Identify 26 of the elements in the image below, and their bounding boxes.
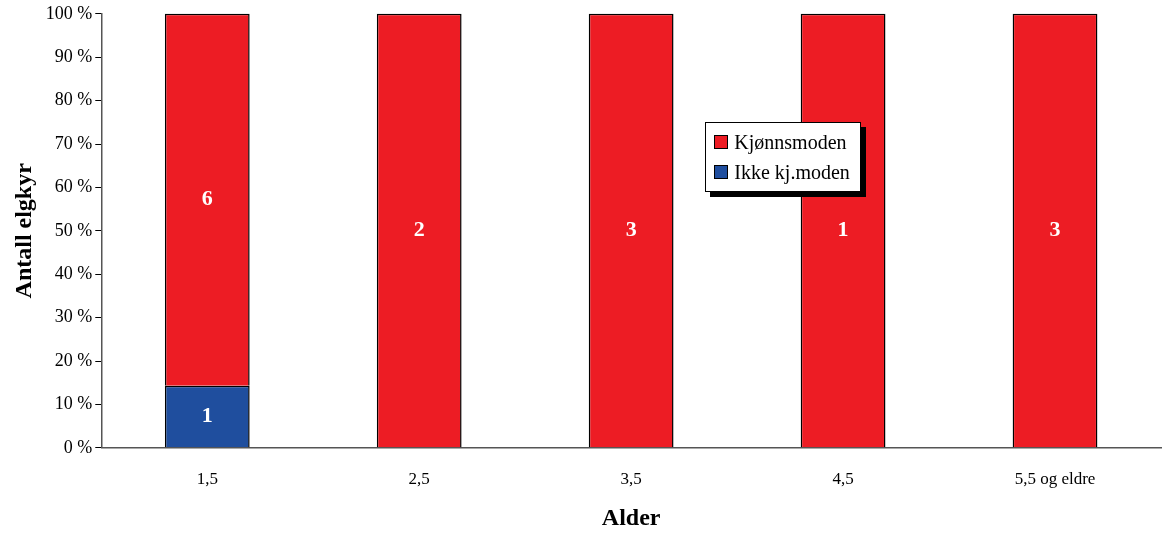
y-tick-label: 0 % <box>63 436 93 457</box>
y-tick-label: 80 % <box>54 89 93 110</box>
legend-label: Kjønnsmoden <box>734 130 847 156</box>
y-tick-label: 30 % <box>54 306 93 327</box>
x-axis-title: Alder <box>601 503 661 530</box>
y-tick-label: 70 % <box>54 132 93 153</box>
annotation: 1 <box>201 402 213 428</box>
annotation: 1 <box>837 216 849 242</box>
y-tick-label: 60 % <box>54 176 93 197</box>
y-tick-label: 100 % <box>45 2 93 23</box>
annotation: 3 <box>1049 216 1061 242</box>
y-axis-title: Antall elgkyr <box>9 162 36 299</box>
x-tick-label: 3,5 <box>620 469 642 489</box>
y-tick-label: 90 % <box>54 45 93 66</box>
x-tick-label: 1,5 <box>196 469 218 489</box>
annotation: 3 <box>625 216 637 242</box>
x-tick-label: 2,5 <box>408 469 430 489</box>
x-tick-label: 4,5 <box>832 469 854 489</box>
legend-label: Ikke kj.moden <box>734 160 850 186</box>
y-tick-label: 40 % <box>54 262 93 283</box>
x-tick-label: 5,5 og eldre <box>1014 469 1096 489</box>
annotation: 6 <box>201 185 213 211</box>
y-tick-label: 50 % <box>54 219 93 240</box>
y-tick-label: 20 % <box>54 349 93 370</box>
annotation: 2 <box>413 216 425 242</box>
y-tick-label: 10 % <box>54 393 93 414</box>
